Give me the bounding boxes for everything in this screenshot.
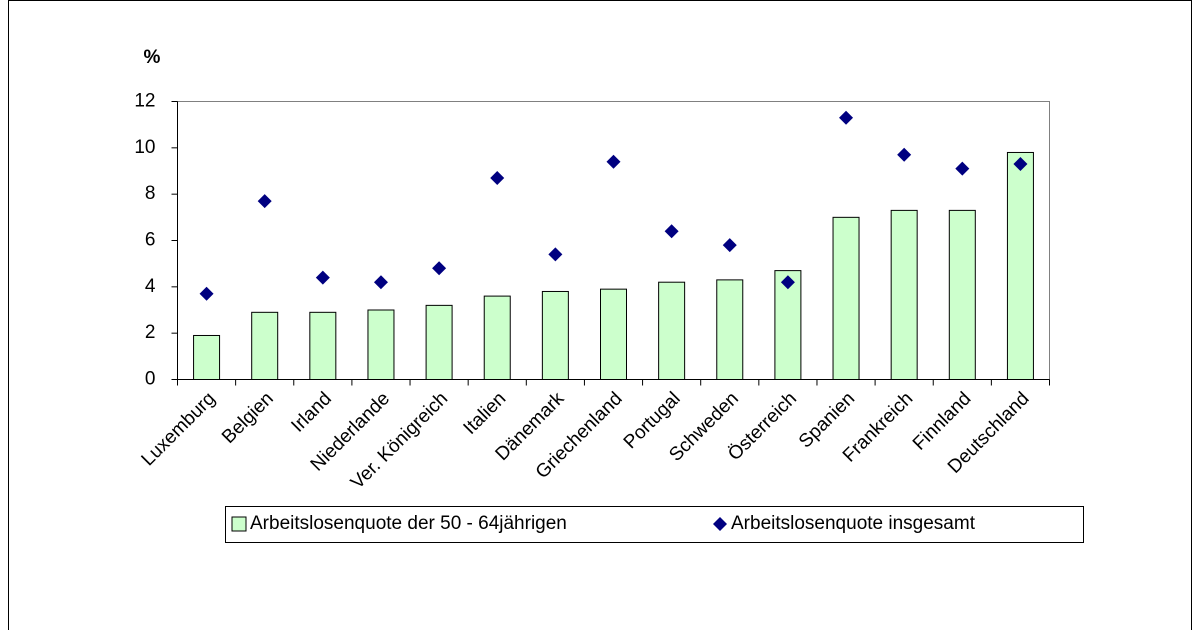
y-tick-label: 12 bbox=[134, 91, 155, 112]
bar bbox=[832, 216, 860, 380]
diamond-marker bbox=[490, 170, 505, 185]
diamond-marker bbox=[606, 154, 621, 169]
diamond-marker bbox=[1013, 157, 1028, 172]
y-tick-label: 8 bbox=[145, 183, 156, 204]
bar bbox=[193, 334, 221, 381]
bar bbox=[251, 311, 279, 381]
bar bbox=[948, 209, 976, 380]
diamond-marker bbox=[955, 161, 970, 176]
diamond-marker bbox=[432, 261, 447, 276]
bar bbox=[600, 288, 627, 380]
diamond-marker bbox=[839, 110, 854, 125]
y-tick-label: 2 bbox=[145, 322, 156, 343]
y-tick-label: 4 bbox=[145, 276, 156, 297]
diamond-marker bbox=[780, 275, 795, 290]
diamond-marker bbox=[548, 247, 563, 262]
y-tick-label: 10 bbox=[134, 137, 155, 158]
diamond-marker bbox=[199, 286, 214, 301]
diamond-marker bbox=[373, 275, 388, 290]
diamond-marker bbox=[664, 224, 679, 239]
legend-box bbox=[225, 506, 1084, 543]
bar bbox=[541, 290, 569, 381]
bar bbox=[658, 281, 686, 381]
bar bbox=[367, 309, 395, 380]
bar bbox=[890, 209, 918, 380]
legend-swatch bbox=[231, 516, 247, 532]
y-tick-label: 0 bbox=[145, 369, 156, 390]
bar bbox=[1006, 151, 1034, 380]
diamond-marker bbox=[257, 194, 272, 209]
diamond-marker bbox=[315, 270, 330, 285]
bar bbox=[425, 304, 453, 380]
legend-label: Arbeitslosenquote insgesamt bbox=[731, 513, 976, 534]
bar bbox=[309, 311, 337, 381]
bar bbox=[483, 295, 511, 381]
legend-label: Arbeitslosenquote der 50 - 64jährigen bbox=[250, 513, 567, 534]
legend-marker bbox=[713, 517, 727, 531]
bar bbox=[716, 279, 744, 380]
diamond-marker bbox=[722, 238, 737, 253]
y-axis-label: % bbox=[144, 47, 161, 68]
y-tick-label: 6 bbox=[145, 230, 156, 251]
diamond-marker bbox=[897, 147, 912, 162]
